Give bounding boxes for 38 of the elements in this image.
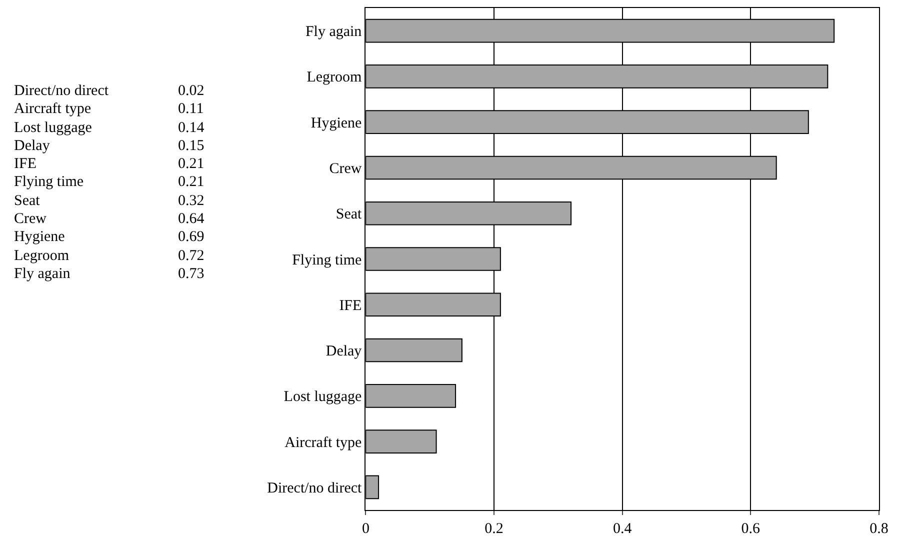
y-tick-label: Flying time — [292, 252, 362, 268]
text: Aircraft type — [14, 101, 92, 117]
y-tick-label: Aircraft type — [284, 434, 362, 451]
text: Hygiene — [14, 229, 66, 245]
y-tick-label: Legroom — [306, 70, 362, 86]
text: Lost luggage — [14, 120, 92, 136]
text: 0.02 — [178, 83, 204, 99]
y-tick-label: Fly again — [305, 24, 362, 40]
y-tick-label: IFE — [339, 298, 362, 314]
text: 0.64 — [178, 211, 205, 227]
text: Delay — [14, 138, 50, 154]
text: 0.69 — [178, 229, 204, 245]
y-tick-label: Seat — [336, 206, 363, 223]
y-tick-label: Delay — [326, 344, 362, 360]
text: Seat — [14, 193, 41, 209]
y-tick-label: Hygiene — [310, 115, 362, 132]
text: 0.15 — [178, 138, 204, 154]
x-tick-label: 0 — [362, 521, 370, 537]
text: 0.72 — [178, 248, 204, 264]
x-tick-label: 0.8 — [870, 521, 888, 537]
x-tick-label: 0.6 — [741, 521, 761, 537]
text: 0.32 — [178, 193, 204, 209]
y-tick-label: Lost luggage — [284, 389, 362, 406]
x-tick-label: 0.4 — [612, 521, 632, 537]
text: 0.73 — [178, 266, 204, 282]
y-tick-label: Direct/no direct — [267, 480, 363, 496]
text: 0.11 — [178, 101, 204, 117]
text: Crew — [14, 211, 47, 227]
text: Direct/no direct — [14, 83, 110, 99]
text: 0.14 — [178, 120, 205, 136]
text: Legroom — [14, 248, 70, 264]
y-tick-label: Crew — [329, 160, 362, 177]
text: 0.21 — [178, 174, 204, 190]
text: Fly again — [14, 266, 71, 282]
x-tick-label: 0.2 — [484, 521, 504, 537]
text: IFE — [14, 156, 36, 172]
text: 0.21 — [178, 156, 204, 172]
text: Flying time — [14, 174, 84, 190]
